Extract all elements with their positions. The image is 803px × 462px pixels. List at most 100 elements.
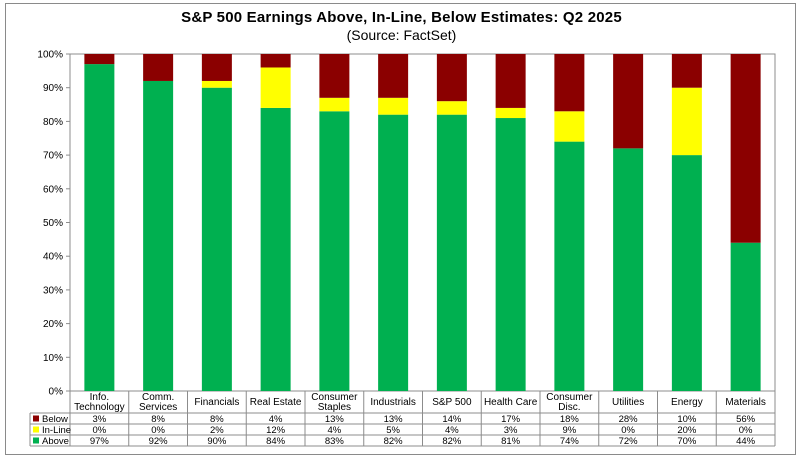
- data-table-value: 3%: [504, 425, 518, 436]
- y-tick-label: 10%: [43, 353, 63, 364]
- legend-key-in-line: [33, 426, 39, 433]
- category-label: Health Care: [484, 397, 538, 408]
- y-tick-label: 100%: [37, 50, 63, 61]
- data-table-value: 28%: [619, 414, 639, 425]
- bar-in-line: [554, 111, 585, 142]
- bar-in-line: [201, 80, 232, 88]
- bar-below: [613, 54, 644, 149]
- data-table-value: 72%: [619, 436, 639, 447]
- bar-in-line: [671, 87, 702, 156]
- data-table-value: 84%: [266, 436, 286, 447]
- category-label: Info.: [90, 392, 109, 403]
- bar-below: [730, 54, 761, 243]
- bar-above: [671, 155, 702, 391]
- data-table-value: 13%: [325, 414, 345, 425]
- bar-above: [201, 87, 232, 391]
- bar-above: [143, 80, 174, 392]
- y-tick-label: 30%: [43, 285, 63, 296]
- data-table-value: 8%: [151, 414, 165, 425]
- data-table-value: 90%: [207, 436, 227, 447]
- bar-above: [260, 107, 291, 392]
- data-table-value: 0%: [621, 425, 635, 436]
- data-table-value: 2%: [210, 425, 224, 436]
- data-table-value: 12%: [266, 425, 286, 436]
- category-label: Staples: [318, 402, 351, 413]
- data-table-value: 81%: [501, 436, 521, 447]
- bar-below: [319, 54, 350, 98]
- bar-below: [201, 54, 232, 81]
- category-label: Consumer: [311, 392, 358, 403]
- bar-above: [84, 64, 115, 392]
- data-table-value: 3%: [93, 414, 107, 425]
- data-table-value: 10%: [677, 414, 697, 425]
- data-table-value: 4%: [269, 414, 283, 425]
- bar-above: [378, 114, 409, 391]
- chart-subtitle: (Source: FactSet): [346, 27, 457, 43]
- y-tick-label: 90%: [43, 83, 63, 94]
- category-label: Real Estate: [250, 397, 302, 408]
- bar-below: [84, 54, 115, 65]
- bar-below: [143, 54, 174, 81]
- data-table-value: 9%: [563, 425, 577, 436]
- y-tick-label: 20%: [43, 319, 63, 330]
- data-table-value: 97%: [90, 436, 110, 447]
- data-table-value: 56%: [736, 414, 756, 425]
- bar-above: [319, 111, 350, 391]
- bar-below: [554, 54, 585, 112]
- data-table-value: 0%: [739, 425, 753, 436]
- bar-in-line: [436, 101, 467, 115]
- category-label: Disc.: [558, 402, 580, 413]
- category-label: Services: [139, 402, 177, 413]
- plot-area: [69, 53, 776, 392]
- data-table-value: 70%: [677, 436, 697, 447]
- bar-below: [436, 54, 467, 102]
- category-label: Comm.: [142, 392, 174, 403]
- category-label: Technology: [74, 402, 125, 413]
- bar-in-line: [378, 97, 409, 115]
- data-table-value: 83%: [325, 436, 345, 447]
- legend-label: In-Line: [42, 425, 71, 436]
- legend-key-above: [33, 437, 39, 444]
- category-label: Consumer: [546, 392, 593, 403]
- chart-title: S&P 500 Earnings Above, In-Line, Below E…: [181, 9, 622, 26]
- bar-above: [554, 141, 585, 391]
- data-table-value: 18%: [560, 414, 580, 425]
- legend-label: Above: [42, 436, 69, 447]
- data-table-value: 17%: [501, 414, 521, 425]
- data-table-value: 0%: [151, 425, 165, 436]
- bar-below: [378, 54, 409, 98]
- data-table-value: 82%: [442, 436, 462, 447]
- y-tick-label: 40%: [43, 252, 63, 263]
- data-table-value: 8%: [210, 414, 224, 425]
- bar-above: [613, 148, 644, 391]
- data-table-value: 13%: [384, 414, 404, 425]
- bar-in-line: [495, 107, 526, 119]
- y-tick-label: 0%: [49, 387, 64, 398]
- category-label: Industrials: [370, 397, 416, 408]
- y-tick-label: 50%: [43, 218, 63, 229]
- category-label: Utilities: [612, 397, 644, 408]
- data-table-value: 74%: [560, 436, 580, 447]
- bar-above: [730, 242, 761, 391]
- category-label: Financials: [194, 397, 239, 408]
- data-table-value: 82%: [384, 436, 404, 447]
- bar-in-line: [260, 67, 291, 108]
- category-label: Materials: [725, 397, 766, 408]
- y-tick-label: 70%: [43, 151, 63, 162]
- y-tick-label: 60%: [43, 184, 63, 195]
- bar-below: [495, 54, 526, 108]
- bar-in-line: [319, 97, 350, 112]
- data-table-value: 44%: [736, 436, 756, 447]
- y-tick-label: 80%: [43, 117, 63, 128]
- legend-label: Below: [42, 414, 68, 425]
- data-table-value: 5%: [386, 425, 400, 436]
- data-table-value: 4%: [445, 425, 459, 436]
- data-table-value: 0%: [93, 425, 107, 436]
- legend-key-below: [33, 415, 39, 422]
- data-table-value: 4%: [328, 425, 342, 436]
- bar-below: [260, 54, 291, 68]
- category-label: S&P 500: [432, 397, 472, 408]
- bar-below: [671, 54, 702, 88]
- category-label: Energy: [671, 397, 703, 408]
